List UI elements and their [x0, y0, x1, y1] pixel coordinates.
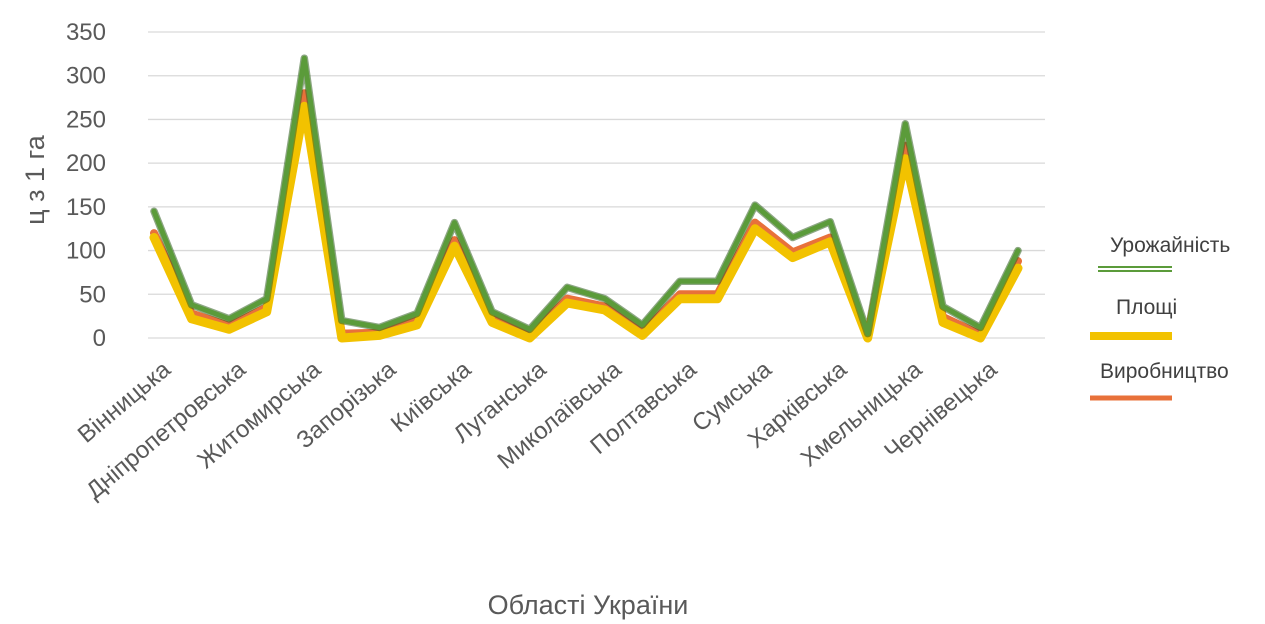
- legend-label: Урожайність: [1110, 234, 1230, 257]
- series-lines: [149, 54, 1023, 343]
- series-line-0: [151, 55, 1021, 337]
- y-axis-ticks: 0 50 100 150 200 250 300 350: [66, 19, 106, 352]
- y-axis-title: ц з 1 га: [20, 134, 50, 225]
- y-tick-label: 100: [66, 238, 106, 265]
- y-tick-label: 250: [66, 106, 106, 133]
- x-axis-title: Області України: [488, 590, 689, 620]
- y-tick-label: 150: [66, 194, 106, 221]
- y-tick-label: 200: [66, 150, 106, 177]
- legend-label: Площі: [1116, 296, 1177, 319]
- y-tick-label: 0: [93, 325, 106, 352]
- legend: Урожайність Площі Виробництво: [1090, 234, 1230, 401]
- legend-label: Виробництво: [1100, 360, 1229, 383]
- y-tick-label: 50: [79, 281, 106, 308]
- y-tick-label: 350: [66, 19, 106, 46]
- y-tick-label: 300: [66, 63, 106, 90]
- x-axis-ticks: ВінницькаДніпропетровськаЖитомирськаЗапо…: [73, 355, 1003, 504]
